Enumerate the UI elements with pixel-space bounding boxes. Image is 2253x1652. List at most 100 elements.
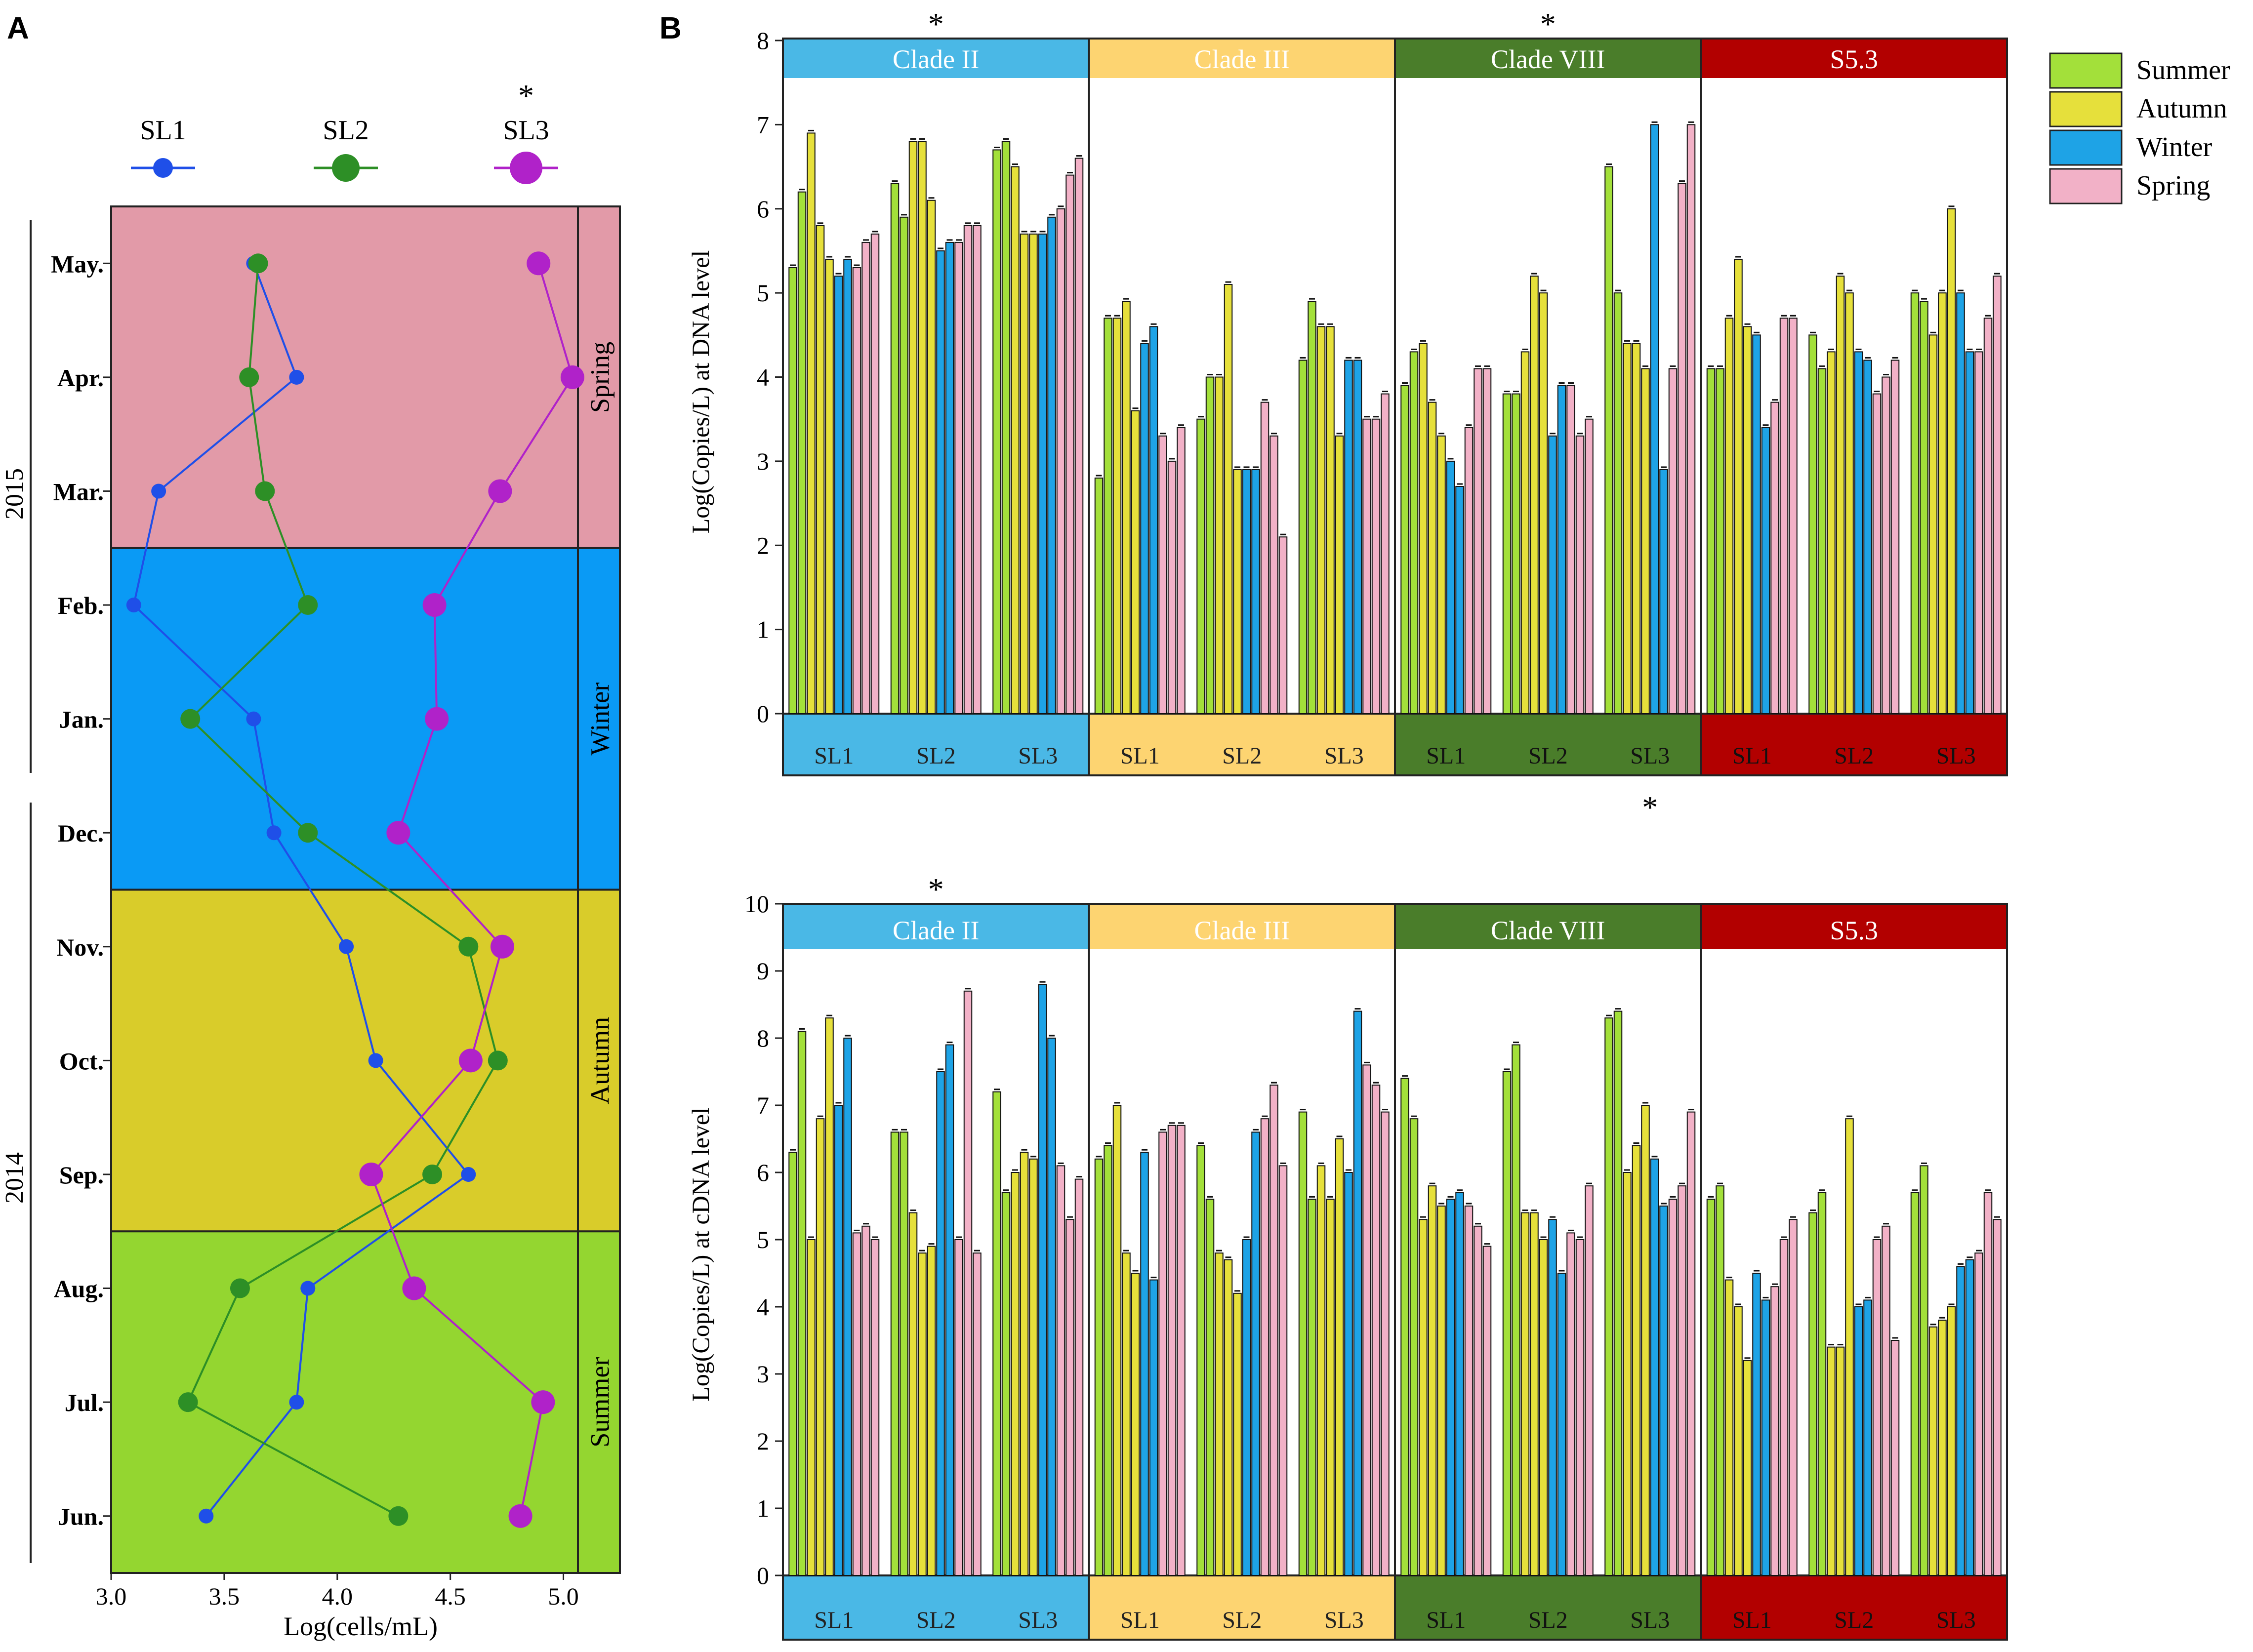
- bar: [1632, 1145, 1641, 1576]
- plot-frame: [782, 903, 2008, 1641]
- bar: [1353, 360, 1362, 714]
- bar: [1706, 1199, 1716, 1576]
- bar: [1474, 368, 1482, 714]
- bar: [1872, 1239, 1882, 1576]
- bar: [1836, 1346, 1845, 1576]
- bar: [1965, 1259, 1974, 1576]
- bar: [1557, 1273, 1566, 1576]
- y-tick-label: 8: [757, 1024, 769, 1052]
- data-point-sl2: [230, 1278, 250, 1298]
- clade-header-3: [1701, 904, 2007, 949]
- bar: [797, 191, 807, 714]
- clade-header-label: Clade II: [893, 44, 979, 74]
- site-label: SL1: [1732, 1607, 1772, 1633]
- bar: [1056, 1165, 1065, 1576]
- bar: [1038, 984, 1047, 1576]
- bar: [1140, 343, 1149, 714]
- y-tick-label: 7: [757, 111, 769, 138]
- data-point-sl3: [425, 707, 449, 731]
- bar: [1641, 368, 1650, 714]
- data-point-sl3: [531, 1390, 555, 1414]
- bar: [807, 132, 816, 715]
- data-point-sl1: [266, 825, 282, 841]
- y-tick-label: 1: [757, 616, 769, 644]
- bar: [1158, 435, 1167, 714]
- bar: [1808, 1212, 1817, 1576]
- bar: [1335, 1138, 1344, 1576]
- bar: [1419, 1219, 1428, 1576]
- bar: [1706, 368, 1716, 714]
- data-point-sl3: [422, 593, 447, 617]
- data-point-sl2: [180, 709, 201, 729]
- bar: [1512, 393, 1520, 714]
- bar: [1196, 418, 1205, 714]
- plot-frame: [782, 38, 2008, 776]
- bar: [852, 1232, 861, 1576]
- bar: [834, 276, 843, 714]
- bar: [1974, 1252, 1983, 1576]
- bar: [1122, 1252, 1131, 1576]
- bar: [1789, 318, 1798, 714]
- year-label-2015: 2015: [0, 468, 29, 520]
- bar: [1344, 1172, 1353, 1576]
- bar: [1047, 216, 1056, 715]
- bar: [1316, 1165, 1326, 1576]
- bar: [1502, 393, 1512, 714]
- bar: [825, 1017, 834, 1576]
- data-point-sl2: [488, 1050, 508, 1071]
- series-line-sl2: [187, 263, 499, 1517]
- bar: [1446, 1199, 1455, 1576]
- season-label: Winter: [585, 683, 615, 756]
- bar: [1112, 1105, 1122, 1576]
- legend-label-autumn: Autumn: [2136, 93, 2227, 124]
- bar: [852, 267, 861, 714]
- bar: [1965, 351, 1974, 714]
- clade-header-label: Clade VIII: [1491, 916, 1605, 945]
- y-axis-label: Log(Copies/L) at DNA level: [687, 250, 714, 534]
- bar: [1177, 427, 1186, 714]
- season-label: Autumn: [585, 1017, 615, 1104]
- bar: [918, 1252, 927, 1576]
- bar: [1278, 536, 1288, 715]
- bar: [1038, 233, 1047, 714]
- month-label: Jun.: [58, 1503, 104, 1531]
- bar: [1678, 183, 1686, 715]
- bar: [1409, 351, 1419, 714]
- y-tick-label: 6: [757, 1159, 769, 1186]
- bar: [927, 200, 936, 714]
- bar: [1242, 1239, 1251, 1576]
- data-point-sl3: [386, 821, 410, 845]
- month-label: Dec.: [58, 819, 104, 847]
- month-label: Nov.: [56, 933, 104, 961]
- bar: [1482, 368, 1492, 714]
- data-point-sl1: [126, 598, 141, 613]
- bar: [1613, 1010, 1623, 1576]
- bar: [963, 990, 973, 1576]
- bar: [1910, 1192, 1920, 1576]
- site-label: SL2: [1222, 743, 1262, 769]
- y-axis-label: Log(Copies/L) at cDNA level: [687, 1107, 714, 1402]
- legend-label-winter: Winter: [2136, 132, 2212, 162]
- clade-header-label: S5.3: [1830, 44, 1878, 74]
- bar: [992, 149, 1001, 714]
- y-tick-label: 10: [744, 890, 769, 918]
- bar: [1260, 1118, 1270, 1576]
- bar: [1910, 292, 1920, 714]
- y-tick-label: 6: [757, 195, 769, 223]
- bar: [1686, 124, 1696, 714]
- bar: [1520, 1212, 1530, 1576]
- bar: [1770, 1286, 1779, 1576]
- data-point-sl1: [289, 369, 304, 385]
- bar: [1371, 1085, 1381, 1576]
- bar: [1890, 360, 1900, 714]
- bar: [1770, 402, 1779, 714]
- bar: [1716, 1185, 1724, 1576]
- series-line-sl3: [370, 263, 574, 1517]
- clade-header-label: Clade III: [1194, 44, 1290, 74]
- bar: [1743, 1360, 1752, 1576]
- y-tick-label: 4: [757, 1293, 769, 1321]
- clade-strip-3: [1701, 1575, 2007, 1640]
- season-label: Summer: [585, 1357, 615, 1448]
- y-tick-label: 3: [757, 447, 769, 475]
